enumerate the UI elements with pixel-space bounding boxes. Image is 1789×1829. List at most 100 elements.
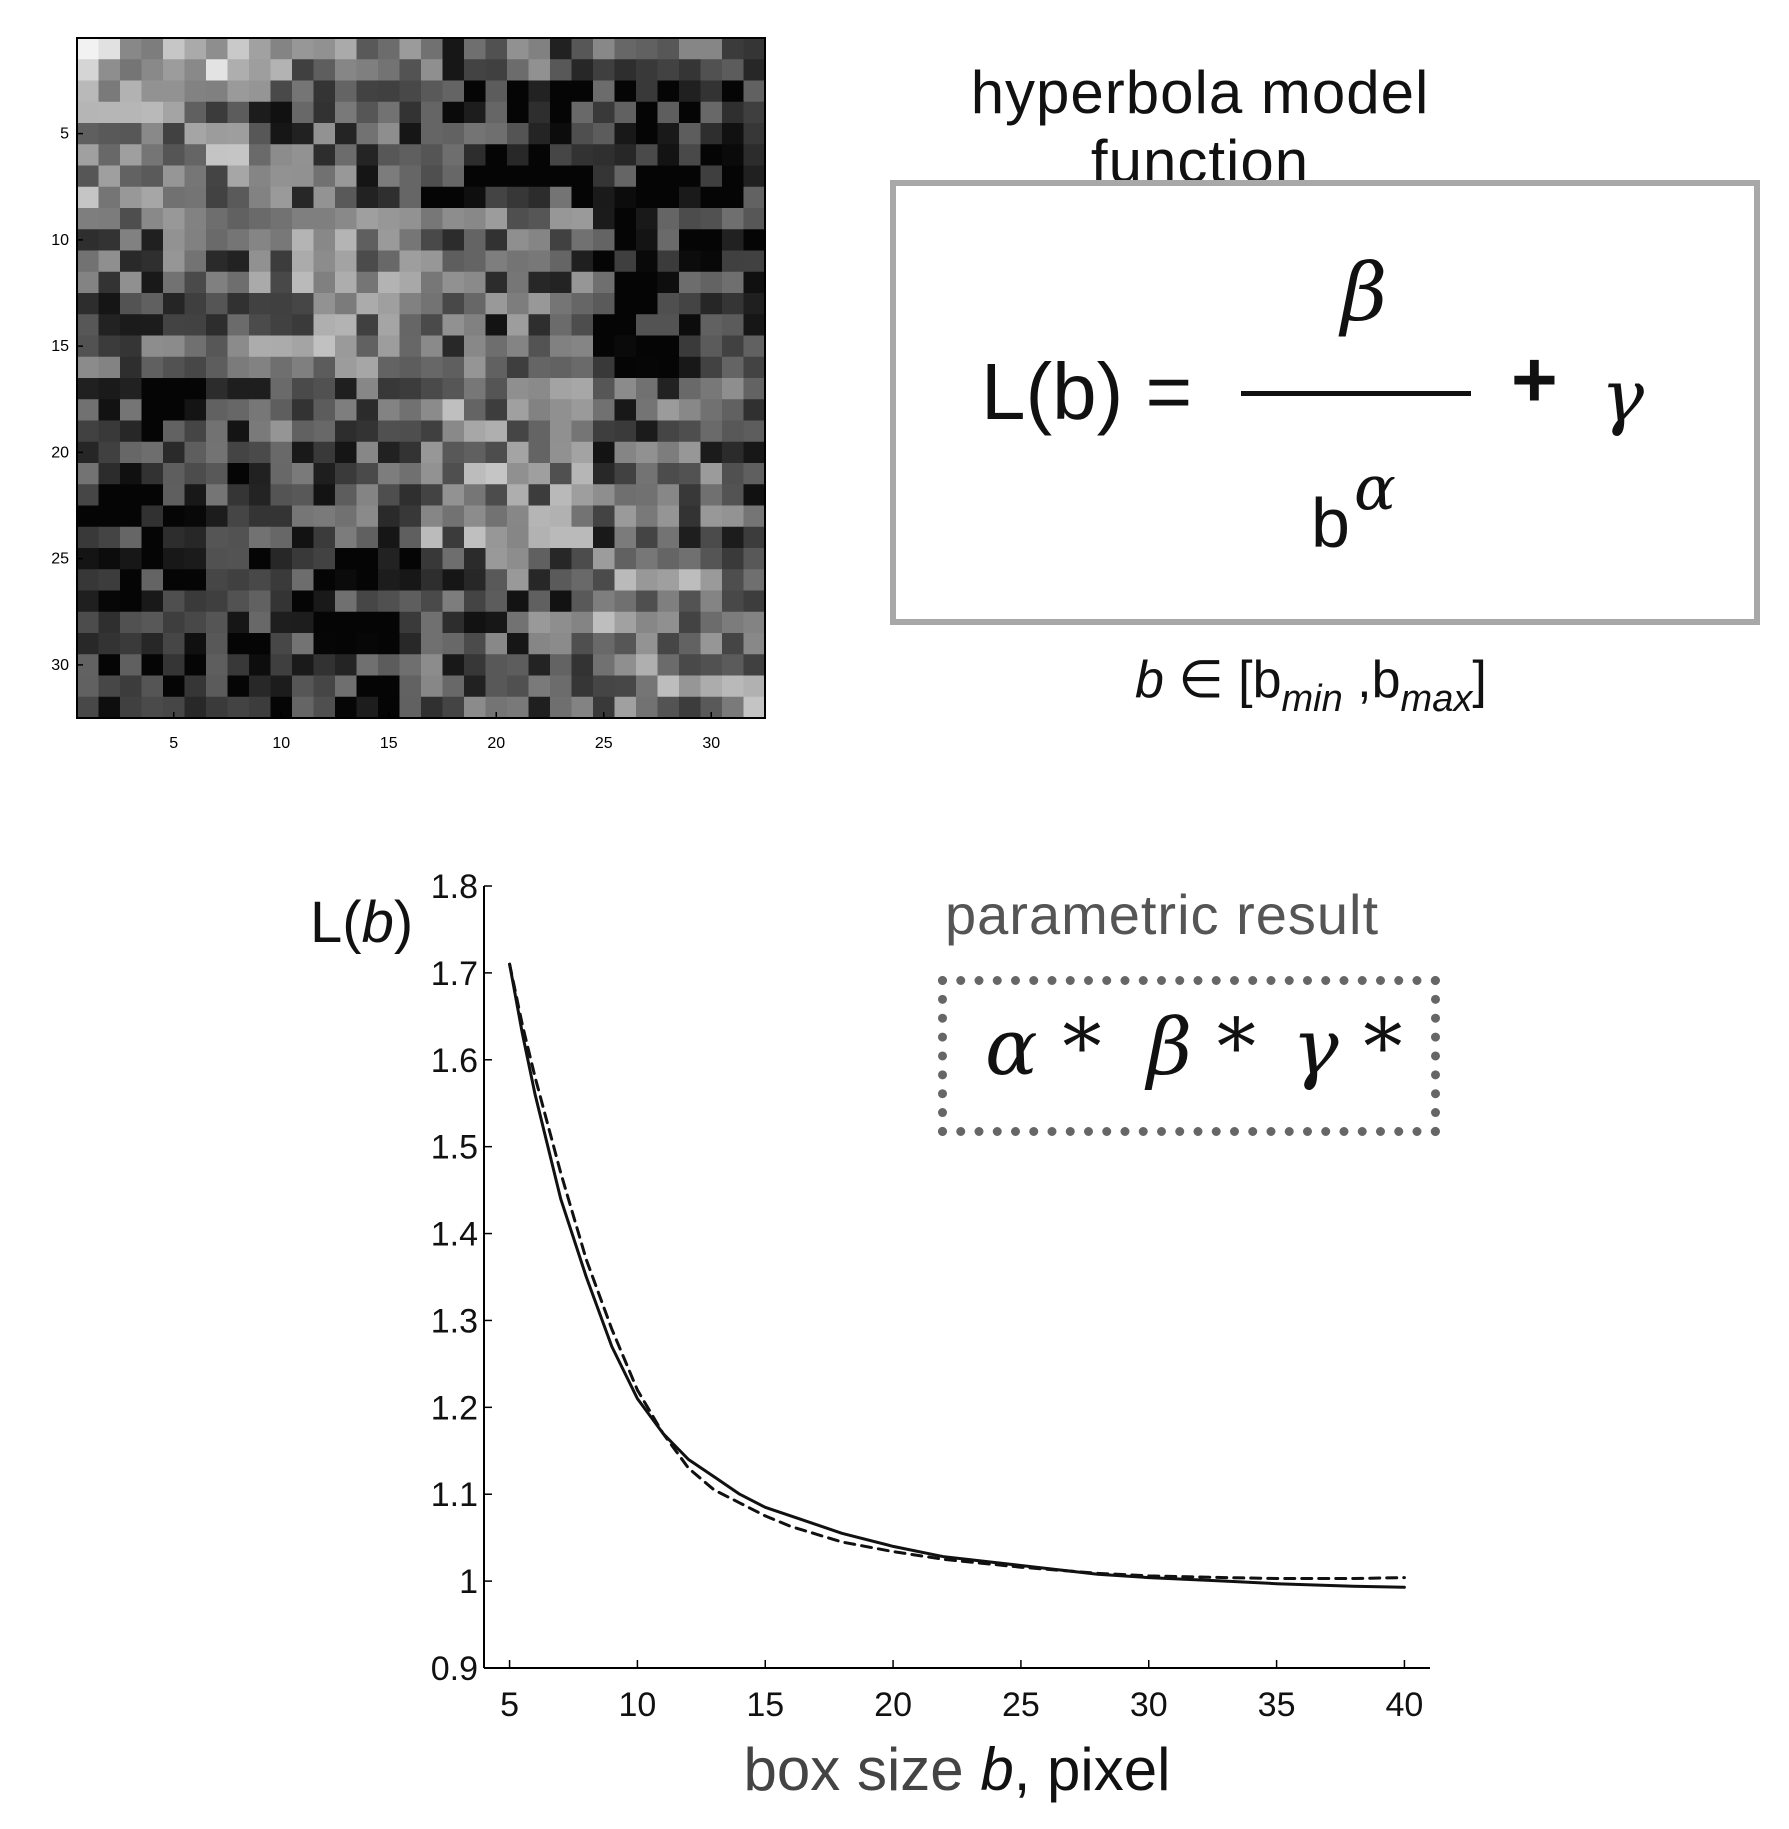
heatmap-cell <box>700 399 723 422</box>
heatmap-cell <box>292 123 315 145</box>
heatmap-cell <box>528 123 551 145</box>
heatmap-cell <box>700 229 723 252</box>
heatmap-cell <box>120 611 143 634</box>
heatmap-cell <box>313 101 336 124</box>
heatmap-cell <box>657 633 680 655</box>
heatmap-cell <box>356 675 379 698</box>
heatmap-cell <box>614 123 637 145</box>
heatmap-cell <box>550 590 573 613</box>
heatmap-cell <box>442 654 465 677</box>
heatmap-cell <box>700 441 723 464</box>
heatmap-cell <box>722 208 745 230</box>
heatmap-cell <box>98 441 121 464</box>
heatmap-cell <box>399 59 422 82</box>
heatmap-cell <box>77 250 100 273</box>
heatmap-cell <box>313 271 336 294</box>
heatmap-cell <box>679 505 702 528</box>
heatmap-cell <box>485 548 508 570</box>
heatmap-cell <box>335 165 358 188</box>
heatmap-cell <box>378 675 401 698</box>
heatmap-cell <box>206 654 229 677</box>
heatmap-cell <box>636 654 659 677</box>
heatmap-cell <box>292 611 315 634</box>
heatmap-cell <box>743 356 766 379</box>
heatmap-cell <box>464 123 487 145</box>
heatmap-cell <box>528 399 551 422</box>
heatmap-y-tick-label: 15 <box>51 338 69 355</box>
heatmap-cell <box>571 526 594 549</box>
heatmap-cell <box>399 569 422 592</box>
heatmap-cell <box>442 526 465 549</box>
heatmap-cell <box>421 293 444 315</box>
heatmap-cell <box>507 165 530 188</box>
heatmap-cell <box>464 293 487 315</box>
heatmap-cell <box>507 569 530 592</box>
heatmap-cell <box>636 463 659 485</box>
heatmap-cell <box>528 80 551 103</box>
heatmap-cell <box>141 675 164 698</box>
heatmap-cell <box>421 356 444 379</box>
heatmap-cell <box>292 484 315 507</box>
heatmap-cell <box>378 633 401 655</box>
heatmap-cell <box>378 314 401 337</box>
heatmap-cell <box>722 271 745 294</box>
heatmap-cell <box>550 165 573 188</box>
heatmap-cell <box>335 420 358 443</box>
heatmap-cell <box>657 59 680 82</box>
result-alpha: α * <box>985 1003 1102 1093</box>
heatmap-cell <box>507 463 530 485</box>
heatmap-cell <box>743 696 766 719</box>
heatmap-cell <box>249 441 272 464</box>
heatmap-cell <box>227 696 250 719</box>
heatmap-cell <box>571 548 594 570</box>
heatmap-cell <box>571 208 594 230</box>
heatmap-cell <box>571 675 594 698</box>
heatmap-cell <box>184 611 207 634</box>
heatmap-cell <box>206 441 229 464</box>
heatmap-cell <box>464 59 487 82</box>
heatmap-cell <box>184 569 207 592</box>
heatmap-cell <box>98 696 121 719</box>
heatmap-cell <box>77 59 100 82</box>
heatmap-cell <box>464 420 487 443</box>
heatmap-cell <box>679 80 702 103</box>
heatmap-cell <box>292 293 315 315</box>
heatmap-cell <box>77 654 100 677</box>
heatmap-cell <box>614 38 637 60</box>
heatmap-cell <box>184 59 207 82</box>
heatmap-cell <box>163 548 186 570</box>
heatmap-cell <box>120 293 143 315</box>
heatmap-cell <box>335 633 358 655</box>
heatmap-cell <box>507 420 530 443</box>
heatmap-cell <box>593 356 616 379</box>
heatmap-cell <box>722 526 745 549</box>
heatmap-cell <box>163 229 186 252</box>
heatmap-cell <box>550 80 573 103</box>
heatmap-cell <box>249 463 272 485</box>
heatmap-cell <box>722 569 745 592</box>
heatmap-cell <box>528 38 551 60</box>
heatmap-cell <box>571 441 594 464</box>
heatmap-cell <box>571 80 594 103</box>
heatmap-cell <box>77 420 100 443</box>
heatmap-cell <box>421 420 444 443</box>
heatmap-cell <box>442 463 465 485</box>
heatmap-cell <box>378 505 401 528</box>
heatmap-cell <box>184 696 207 719</box>
heatmap-cell <box>77 335 100 358</box>
heatmap-cell <box>593 505 616 528</box>
denominator-base: b <box>1311 484 1350 562</box>
heatmap-cell <box>550 186 573 209</box>
heatmap-cell <box>722 654 745 677</box>
heatmap-cell <box>421 399 444 422</box>
heatmap-cell <box>184 526 207 549</box>
heatmap-cell <box>442 293 465 315</box>
heatmap-cell <box>77 463 100 485</box>
heatmap-cell <box>378 590 401 613</box>
heatmap-cell <box>593 293 616 315</box>
heatmap-cell <box>335 314 358 337</box>
heatmap-cell <box>507 250 530 273</box>
heatmap-cell <box>141 611 164 634</box>
heatmap-cell <box>507 229 530 252</box>
heatmap-cell <box>464 378 487 400</box>
